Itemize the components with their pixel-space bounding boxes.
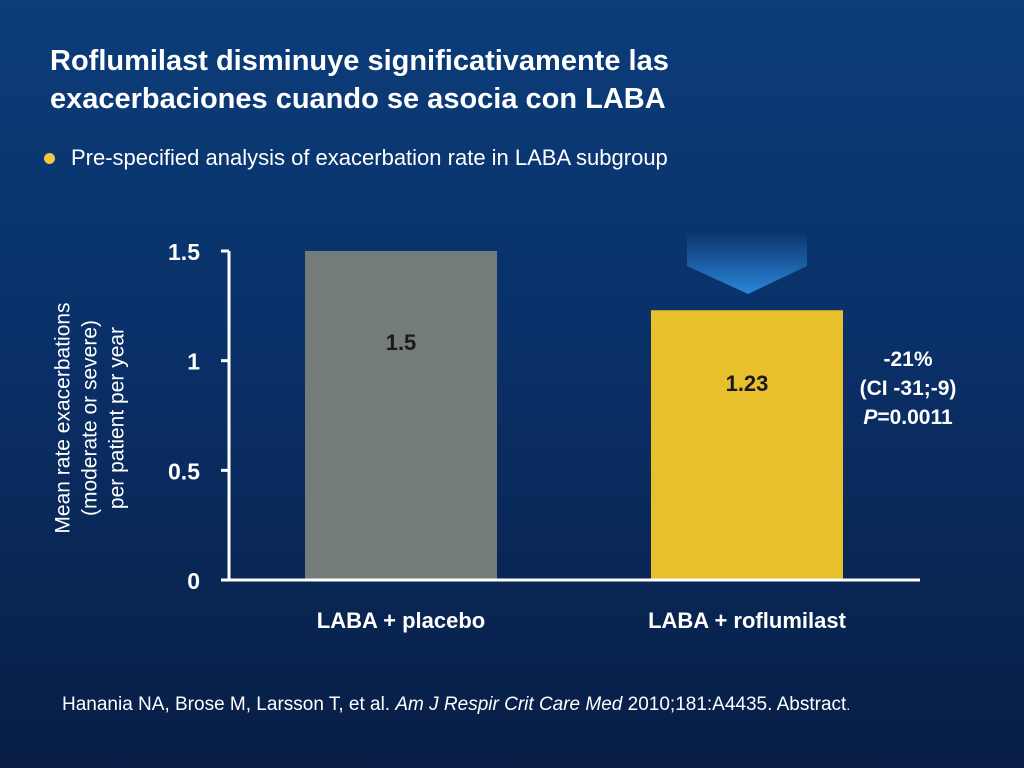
y-tick-label-4: 1.5	[168, 239, 200, 265]
y-tick-label-3: 1	[187, 349, 200, 375]
category-label-1: LABA + placebo	[317, 608, 486, 633]
title-line-2: exacerbaciones cuando se asocia con LABA	[50, 83, 666, 115]
bar-1	[305, 251, 497, 580]
slide-title: Roflumilast disminuye significativamente…	[50, 42, 970, 118]
citation-end: .	[846, 697, 851, 713]
data-label-2: 1.23	[726, 371, 769, 396]
citation-journal: Am J Respir Crit Care Med	[395, 694, 623, 715]
y-axis-label-line-3: per patient per year	[105, 326, 129, 510]
y-axis-label: Mean rate exacerbations (moderate or sev…	[50, 268, 131, 568]
y-tick-label-1: 0	[187, 568, 200, 594]
reduction-annotation: -21% (CI -31;-9) P=0.0011	[838, 345, 978, 432]
data-label-1: 1.5	[386, 330, 417, 355]
citation-details: 2010;181:A4435. Abstract	[622, 694, 847, 715]
p-symbol: P	[863, 406, 878, 429]
p-value: P=0.0011	[838, 403, 978, 432]
title-line-1: Roflumilast disminuye significativamente…	[50, 45, 669, 77]
bar-2	[651, 310, 843, 580]
y-tick-label-2: 0.5	[168, 458, 200, 484]
p-value-number: =0.0011	[877, 406, 953, 429]
bullet-point: Pre-specified analysis of exacerbation r…	[44, 143, 668, 173]
reduction-arrow-icon	[687, 229, 807, 294]
citation-authors: Hanania NA, Brose M, Larsson T, et al.	[62, 694, 396, 715]
bullet-text: Pre-specified analysis of exacerbation r…	[71, 145, 668, 170]
y-axis-label-line-2: (moderate or severe)	[78, 319, 102, 517]
bullet-dot-icon	[44, 152, 55, 164]
confidence-interval: (CI -31;-9)	[859, 377, 957, 400]
y-axis-label-line-1: Mean rate exacerbations	[51, 302, 75, 534]
citation: Hanania NA, Brose M, Larsson T, et al. A…	[62, 694, 850, 716]
reduction-percent: -21%	[883, 348, 933, 371]
category-label-2: LABA + roflumilast	[648, 608, 846, 633]
